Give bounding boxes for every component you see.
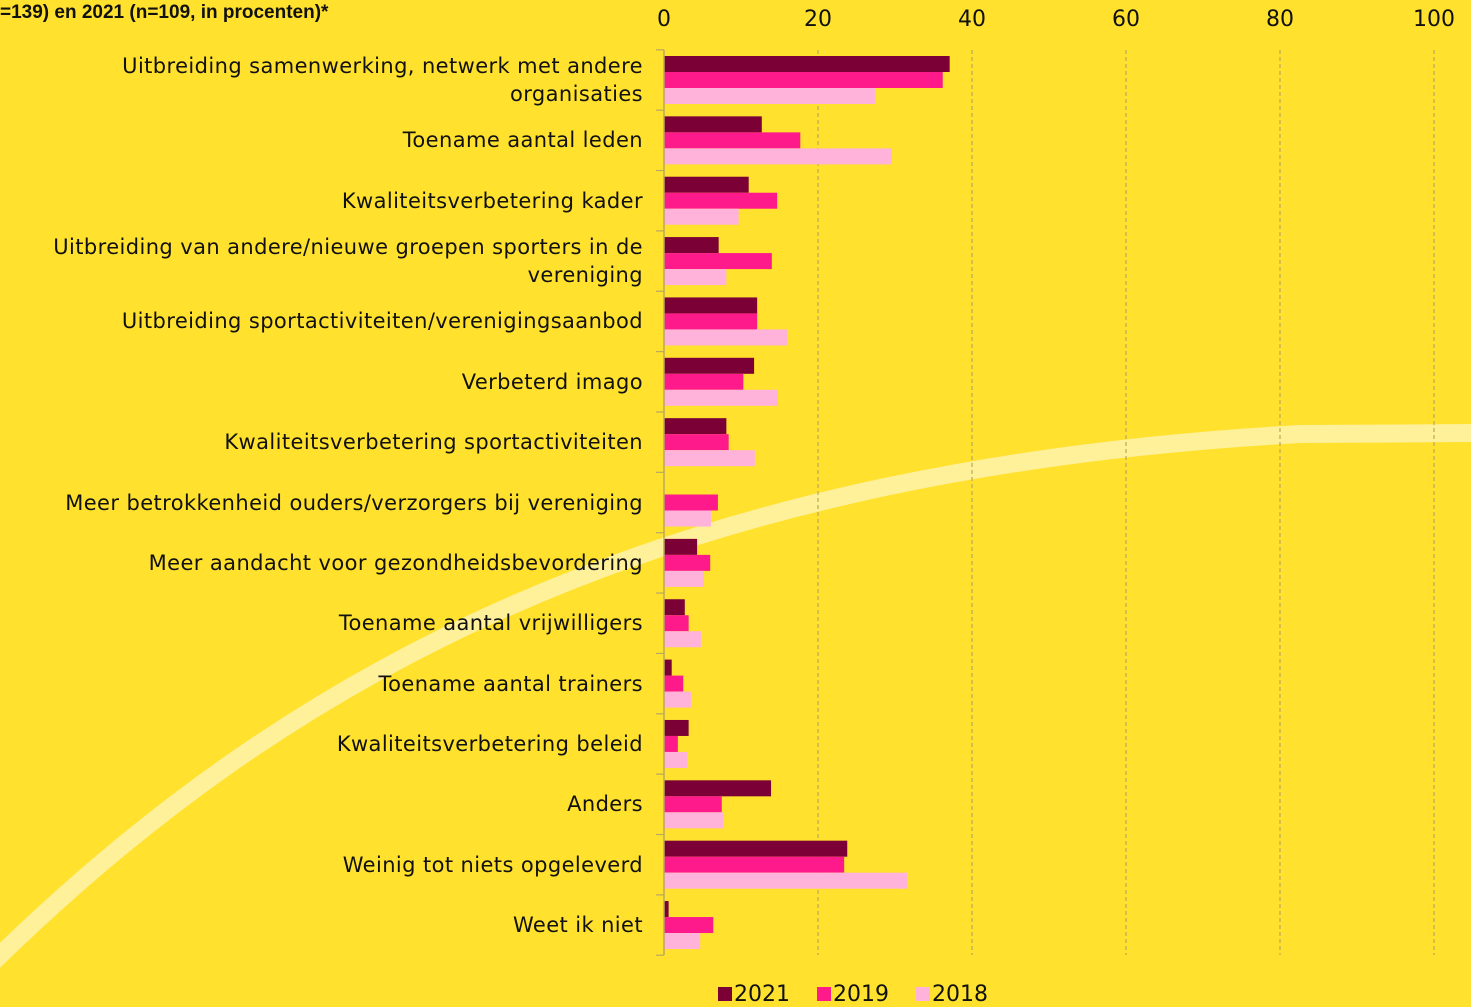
legend-swatch [718, 987, 732, 1001]
bar [664, 132, 800, 148]
category-label: Weet ik niet [0, 895, 643, 955]
bar [664, 692, 691, 708]
bar [664, 933, 700, 949]
category-label: Weinig tot niets opgeleverd [0, 835, 643, 895]
bar [664, 857, 844, 873]
bar [664, 56, 950, 72]
category-label: Verbeterd imago [0, 352, 643, 412]
bar [664, 88, 876, 104]
bar [664, 418, 726, 434]
category-label: Uitbreiding samenwerking, netwerk met an… [0, 50, 643, 110]
bar [664, 374, 743, 390]
category-label: Toename aantal vrijwilligers [0, 593, 643, 653]
category-label: Toename aantal trainers [0, 654, 643, 714]
bar [664, 193, 777, 209]
bar [664, 116, 762, 132]
bar [664, 631, 701, 647]
bar [664, 615, 689, 631]
bar [664, 390, 778, 406]
x-tick-label: 40 [958, 7, 986, 32]
x-tick-label: 20 [804, 7, 832, 32]
category-label: Kwaliteitsverbetering beleid [0, 714, 643, 774]
bar [664, 269, 726, 285]
bar [664, 450, 755, 466]
bar [664, 796, 722, 812]
category-label: Toename aantal leden [0, 110, 643, 170]
category-label: Anders [0, 774, 643, 834]
bar [664, 873, 907, 889]
bar [664, 720, 689, 736]
legend-swatch [817, 987, 831, 1001]
bar [664, 812, 723, 828]
bar [664, 841, 847, 857]
bar [664, 253, 772, 269]
bar [664, 72, 943, 88]
bar [664, 599, 685, 615]
bar [664, 297, 757, 313]
x-tick-label: 60 [1112, 7, 1140, 32]
bar [664, 660, 672, 676]
category-label: Kwaliteitsverbetering kader [0, 171, 643, 231]
page: =139) en 2021 (n=109, in procenten)* 020… [0, 0, 1471, 1007]
bar [664, 329, 787, 345]
bar [664, 148, 892, 164]
bar [664, 495, 718, 511]
x-tick-label: 0 [657, 7, 671, 32]
legend-swatch [916, 987, 930, 1001]
bar [664, 555, 710, 571]
category-label: Kwaliteitsverbetering sportactiviteiten [0, 412, 643, 472]
bar [664, 539, 697, 555]
bar [664, 917, 713, 933]
bar [664, 511, 711, 527]
category-label: Meer betrokkenheid ouders/verzorgers bij… [0, 473, 643, 533]
bar [664, 237, 719, 253]
x-tick-label: 80 [1266, 7, 1294, 32]
legend-label: 2021 [734, 982, 790, 1007]
bar [664, 752, 687, 768]
bar [664, 434, 729, 450]
category-label: Uitbreiding van andere/nieuwe groepen sp… [0, 231, 643, 291]
bar [664, 736, 678, 752]
bar [664, 676, 683, 692]
bar [664, 209, 739, 225]
category-label: Uitbreiding sportactiviteiten/vereniging… [0, 291, 643, 351]
bar [664, 571, 704, 587]
category-label: Meer aandacht voor gezondheidsbevorderin… [0, 533, 643, 593]
bar [664, 358, 754, 374]
legend-label: 2018 [932, 982, 988, 1007]
bar [664, 780, 771, 796]
x-tick-label: 100 [1413, 7, 1455, 32]
legend-label: 2019 [833, 982, 889, 1007]
bar [664, 313, 757, 329]
bar [664, 177, 749, 193]
